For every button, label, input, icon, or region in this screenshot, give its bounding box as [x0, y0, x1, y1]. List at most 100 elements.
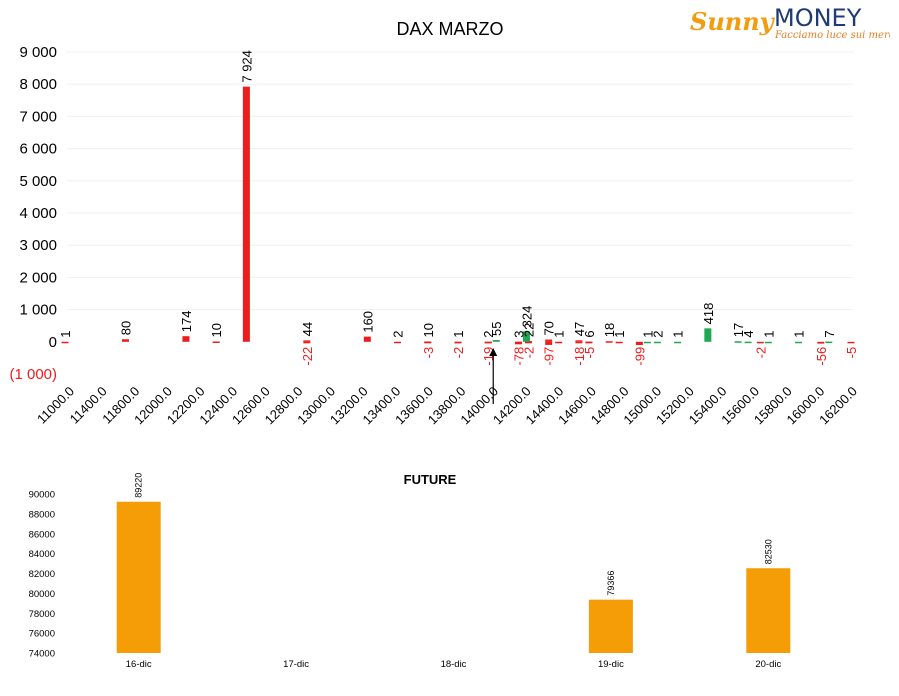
data-label: 79366: [606, 571, 616, 596]
data-label: 7 924: [239, 50, 254, 83]
data-label: 89220: [134, 473, 144, 498]
bar: [588, 599, 633, 653]
bar: [575, 340, 583, 342]
data-label: 10: [209, 323, 224, 337]
bar: [605, 341, 613, 343]
y-tick-label: 8 000: [19, 76, 57, 93]
bar: [575, 341, 583, 344]
dax-marzo-chart: DAX MARZO (1 000) 0 1 000 2 000 3 000 4 000 5 …: [9, 19, 860, 427]
chart-title: DAX MARZO: [396, 19, 503, 39]
y-tick-label: 82000: [29, 569, 55, 580]
bar: [182, 336, 190, 342]
data-label: 44: [300, 322, 315, 336]
data-label: 17: [731, 323, 746, 337]
bar: [212, 341, 220, 343]
logo-word-sunny: Sunny: [690, 7, 776, 36]
bar: [484, 341, 492, 344]
bar: [704, 328, 712, 342]
data-label: -2: [521, 347, 536, 359]
data-label: 1: [761, 331, 776, 338]
bar: [746, 568, 791, 653]
sunny-money-logo: Sunny MONEY Facciamo luce sui mercati: [690, 4, 890, 41]
bar: [585, 341, 593, 344]
bar: [363, 336, 371, 342]
data-label: -18: [572, 347, 587, 366]
bar: [424, 341, 432, 344]
arrow-head: [489, 348, 498, 356]
data-label: -2: [451, 347, 466, 359]
data-label: 80: [118, 321, 133, 335]
y-tick-label: (1 000): [9, 366, 57, 383]
bar: [121, 339, 129, 342]
data-label: -97: [542, 347, 557, 366]
y-tick-label: 88000: [29, 509, 55, 520]
y-tick-label: 3 000: [19, 237, 57, 254]
bar: [756, 341, 764, 344]
bar: [61, 341, 69, 344]
data-label: 324: [519, 306, 534, 328]
data-label: 1: [671, 331, 686, 338]
data-label: 7: [822, 330, 837, 337]
data-label: -5: [844, 347, 859, 359]
y-tick-label: 78000: [29, 609, 55, 620]
bar: [825, 341, 833, 344]
y-tick-label: 4 000: [19, 205, 57, 222]
bars: [61, 86, 855, 345]
data-label: 1: [612, 331, 627, 338]
bar: [242, 86, 250, 342]
bar: [744, 341, 752, 344]
bar: [524, 341, 532, 344]
data-label: 2: [391, 331, 406, 338]
data-label: 6: [582, 330, 597, 337]
bar: [555, 341, 563, 344]
bar: [764, 341, 772, 344]
price-arrow: [489, 348, 498, 404]
bar: [847, 341, 855, 344]
data-label: 82530: [763, 539, 773, 564]
x-tick-label: 18-dic: [441, 659, 467, 670]
data-label: 2: [481, 331, 496, 338]
chart-title: FUTURE: [404, 472, 457, 487]
data-label: 1: [58, 331, 73, 338]
data-label: 47: [572, 322, 587, 336]
y-tick-label: 7 000: [19, 108, 57, 125]
y-tick-label: 76000: [29, 629, 55, 640]
data-label: 1: [640, 331, 655, 338]
bar: [615, 341, 623, 344]
y-tick-label: 6 000: [19, 141, 57, 158]
data-label: 10: [421, 323, 436, 337]
data-label: 1: [451, 331, 466, 338]
data-label: 1: [792, 331, 807, 338]
data-label: -56: [814, 347, 829, 366]
data-label: -99: [632, 347, 647, 366]
data-label: -5: [582, 347, 597, 359]
bar: [514, 341, 522, 345]
bar: [635, 341, 643, 345]
y-tick-label: 9 000: [19, 44, 57, 61]
bar: [394, 341, 402, 344]
data-label: 174: [179, 310, 194, 332]
gridlines: [67, 51, 853, 311]
data-label: 160: [360, 311, 375, 333]
data-label: 18: [602, 323, 617, 337]
data-label: 418: [701, 303, 716, 325]
data-label: 55: [489, 322, 504, 336]
data-label: -3: [421, 347, 436, 359]
data-label: 70: [542, 321, 557, 335]
y-tick-label: 86000: [29, 529, 55, 540]
data-label: -22: [300, 347, 315, 366]
bar: [643, 341, 651, 344]
y-tick-label: 2 000: [19, 269, 57, 286]
data-label: 22: [521, 323, 536, 337]
bar: [734, 341, 742, 343]
bar: [545, 339, 553, 342]
y-tick-label: 84000: [29, 549, 55, 560]
y-tick-label: 80000: [29, 589, 55, 600]
x-tick-label: 20-dic: [755, 659, 781, 670]
data-label: 4: [741, 330, 756, 337]
y-tick-label: 90000: [29, 490, 55, 501]
x-tick-label: 17-dic: [283, 659, 309, 670]
x-tick-label: 19-dic: [598, 659, 624, 670]
